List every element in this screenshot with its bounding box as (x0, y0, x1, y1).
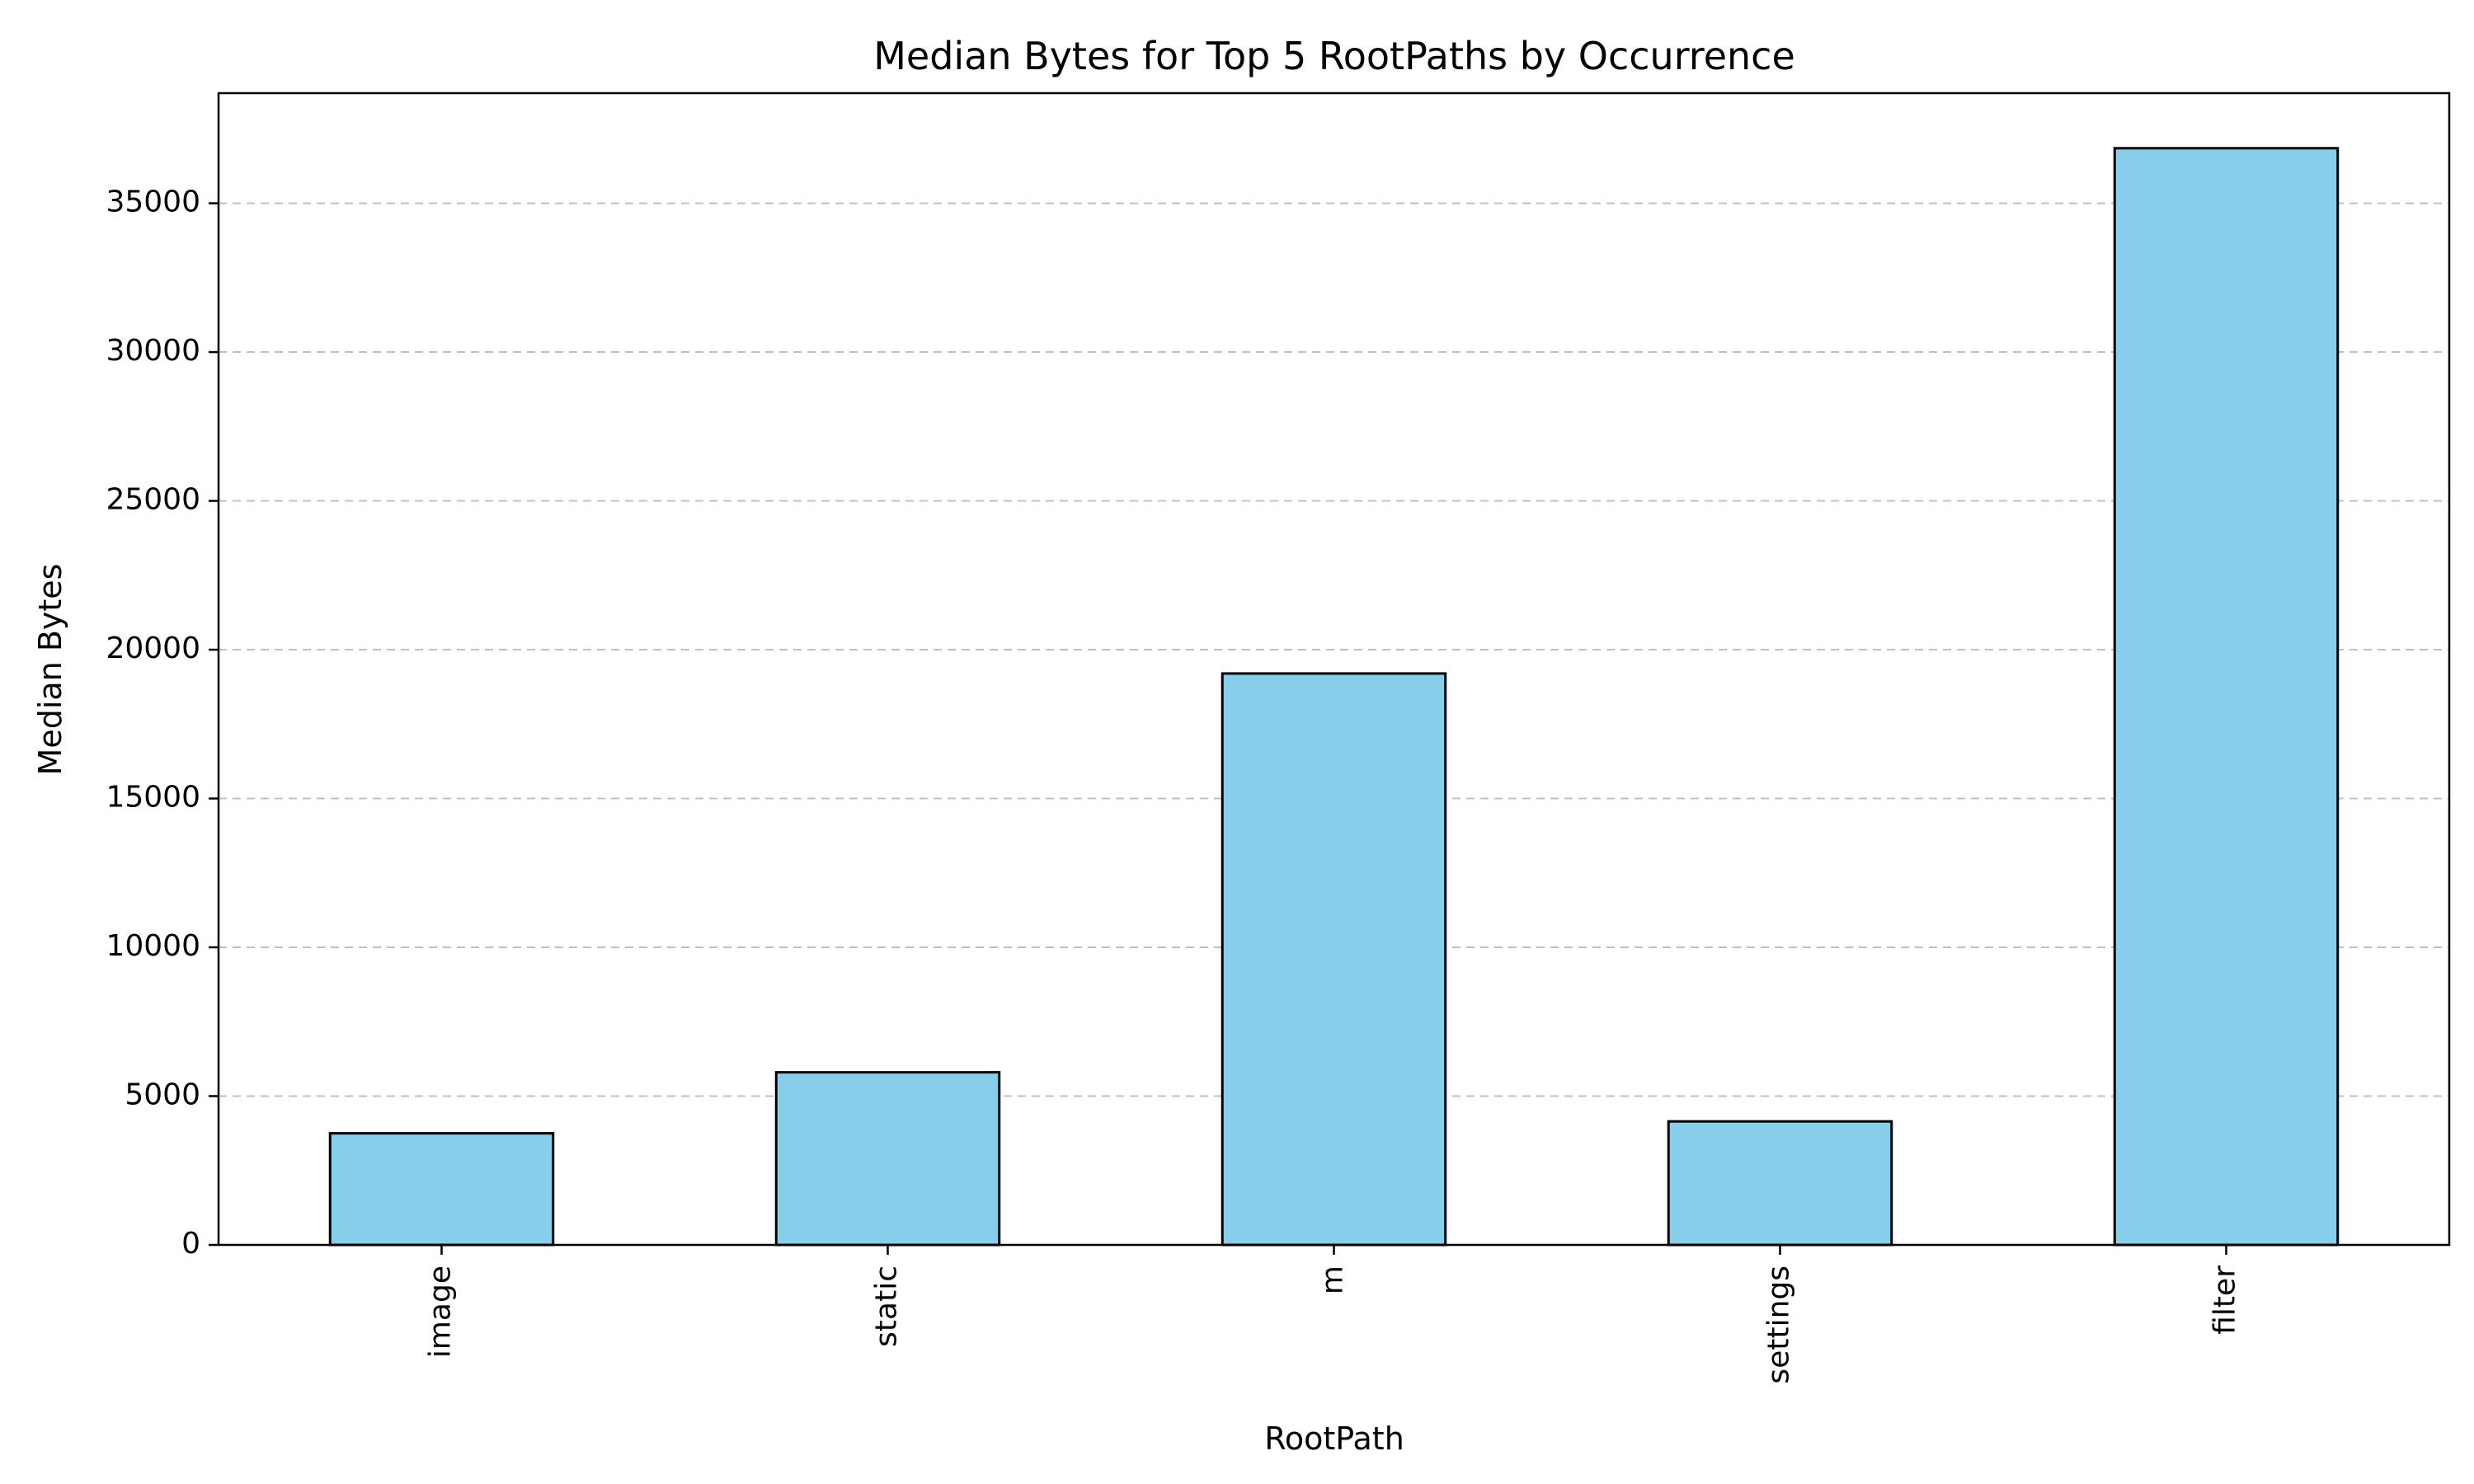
y-axis-label: Median Bytes (32, 564, 68, 776)
bars (328, 147, 2340, 1247)
y-tick-label: 25000 (106, 483, 200, 517)
x-tick-label-m: m (1316, 1266, 1350, 1294)
y-tick-label: 15000 (106, 781, 200, 815)
bar-static (774, 1071, 1001, 1247)
x-axis: image static m settings filter (424, 1245, 2242, 1384)
x-tick-label-image: image (424, 1266, 458, 1358)
bar-settings (1667, 1120, 1893, 1247)
y-tick-label: 35000 (106, 186, 200, 219)
x-tick-label-settings: settings (1762, 1266, 1796, 1384)
y-tick-label: 20000 (106, 632, 200, 665)
bar-image (328, 1132, 555, 1247)
y-tick-label: 30000 (106, 334, 200, 368)
chart-title: Median Bytes for Top 5 RootPaths by Occu… (873, 34, 1795, 78)
x-tick-label-filter: filter (2208, 1266, 2242, 1335)
y-tick-label: 5000 (125, 1078, 200, 1112)
plot-frame (217, 92, 2451, 1247)
x-tick-label-static: static (870, 1266, 904, 1347)
bar-filter (2113, 147, 2340, 1247)
x-axis-label: RootPath (1264, 1421, 1404, 1457)
y-tick-label: 10000 (106, 929, 200, 963)
y-tick-label: 0 (181, 1227, 200, 1261)
y-axis: 0 5000 10000 15000 20000 25000 30000 35000 (106, 186, 219, 1261)
bar-m (1221, 672, 1447, 1247)
